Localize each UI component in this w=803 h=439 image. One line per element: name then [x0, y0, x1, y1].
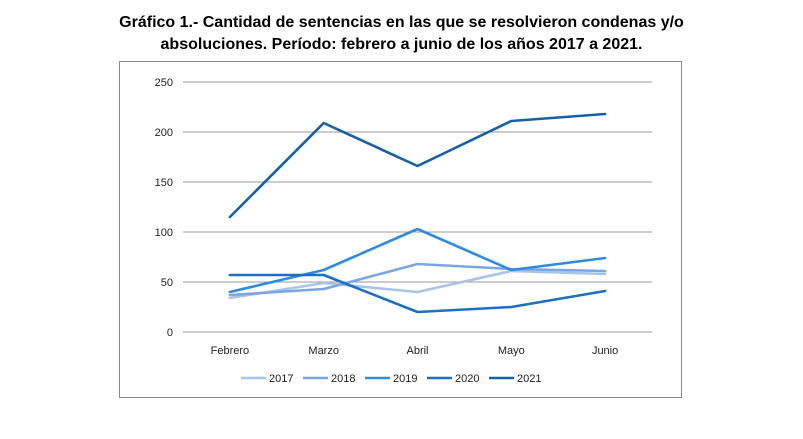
- chart-title-line-1: Gráfico 1.- Cantidad de sentencias en la…: [119, 14, 684, 31]
- y-tick-label: 200: [155, 127, 173, 139]
- x-axis: Febrero Marzo Abril Mayo Junio: [211, 345, 619, 357]
- legend-label-2017: 2017: [269, 373, 293, 385]
- gridlines: [183, 81, 652, 333]
- legend: 2017 2018 2019 2020 2021: [241, 373, 541, 385]
- x-tick-label: Febrero: [211, 345, 250, 357]
- series-line-2020: [228, 273, 607, 314]
- series-line-2019: [228, 227, 607, 294]
- x-tick-label: Mayo: [498, 345, 525, 357]
- series-line-2017: [228, 269, 607, 300]
- y-tick-label: 250: [155, 77, 173, 89]
- legend-label-2018: 2018: [331, 373, 355, 385]
- x-tick-label: Marzo: [308, 345, 339, 357]
- y-tick-label: 0: [167, 327, 173, 339]
- series-lines: [228, 112, 607, 314]
- series-line-2021: [228, 112, 607, 219]
- series-line-2018: [228, 262, 607, 297]
- y-tick-label: 100: [155, 227, 173, 239]
- x-tick-label: Junio: [592, 345, 618, 357]
- y-tick-label: 150: [155, 177, 173, 189]
- y-tick-label: 50: [161, 277, 173, 289]
- y-axis: 0 50 100 150 200 250: [155, 77, 173, 339]
- legend-label-2020: 2020: [455, 373, 479, 385]
- x-tick-label: Abril: [406, 345, 428, 357]
- chart-frame: [119, 61, 682, 398]
- legend-label-2021: 2021: [517, 373, 541, 385]
- chart-title: Gráfico 1.- Cantidad de sentencias en la…: [0, 12, 803, 56]
- chart-title-line-2: absoluciones. Período: febrero a junio d…: [160, 36, 643, 53]
- legend-label-2019: 2019: [393, 373, 417, 385]
